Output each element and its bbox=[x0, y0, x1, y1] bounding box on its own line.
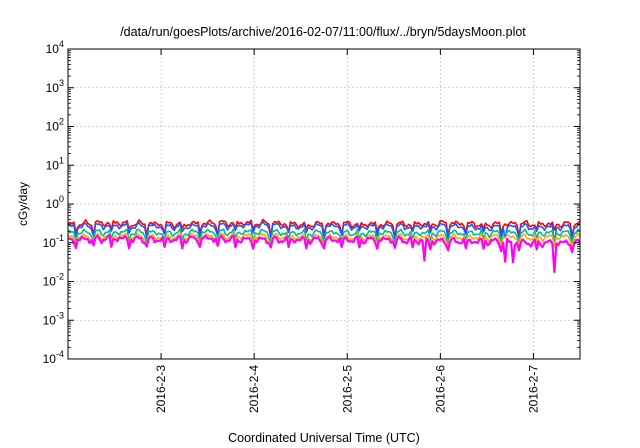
x-tick-label: 2016-2-7 bbox=[526, 365, 540, 413]
y-tick-label: 10-4 bbox=[43, 349, 64, 366]
x-tick-label: 2016-2-5 bbox=[340, 365, 354, 413]
x-tick-label: 2016-2-6 bbox=[433, 365, 447, 413]
chart-title: /data/run/goesPlots/archive/2016-02-07/1… bbox=[120, 25, 526, 39]
y-tick-label: 103 bbox=[46, 78, 64, 95]
series-line bbox=[68, 234, 580, 273]
x-tick-label: 2016-2-4 bbox=[247, 365, 261, 413]
y-tick-label: 10-1 bbox=[43, 233, 64, 250]
y-tick-label: 100 bbox=[46, 194, 64, 211]
y-tick-label: 104 bbox=[46, 39, 64, 56]
x-tick-label: 2016-2-3 bbox=[154, 365, 168, 413]
series-layer bbox=[68, 218, 580, 273]
y-tick-label: 101 bbox=[46, 155, 64, 172]
y-tick-label: 10-2 bbox=[43, 272, 64, 289]
grid bbox=[68, 49, 580, 359]
y-axis-label: cGy/day bbox=[16, 182, 30, 226]
y-tick-labels: 10-4 10-3 10-2 10-1 100 101 102 103 104 bbox=[43, 39, 64, 366]
y-tick-label: 10-3 bbox=[43, 310, 64, 327]
ticks bbox=[68, 48, 580, 360]
x-tick-labels: 2016-2-3 2016-2-4 2016-2-5 2016-2-6 2016-2-7 bbox=[154, 365, 540, 413]
series-line bbox=[68, 221, 580, 246]
x-axis-label: Coordinated Universal Time (UTC) bbox=[228, 431, 420, 445]
y-tick-label: 102 bbox=[46, 117, 64, 134]
